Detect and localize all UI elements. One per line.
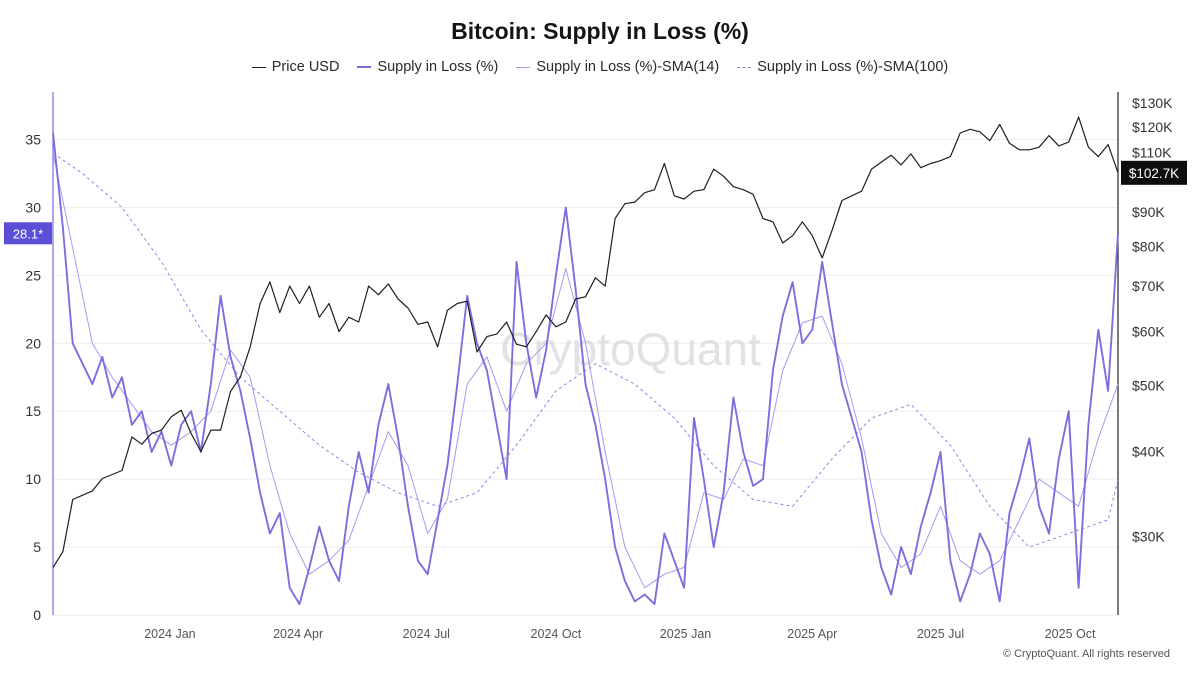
left-tick-label: 10 bbox=[25, 471, 41, 487]
series-supply-in-loss bbox=[52, 132, 1119, 606]
left-tick-label: 30 bbox=[25, 199, 41, 215]
legend-item-supply-in-loss[interactable]: Supply in Loss (%) bbox=[357, 59, 498, 75]
x-tick-label: 2024 Oct bbox=[531, 627, 582, 641]
left-tick-label: 25 bbox=[25, 267, 41, 283]
badge-layer: 28.1* $102.7K bbox=[4, 160, 1187, 245]
legend-label: Supply in Loss (%)-SMA(100) bbox=[757, 59, 949, 75]
series-sma14 bbox=[52, 152, 1119, 589]
watermark-text: CryptoQuant bbox=[500, 323, 761, 375]
legend-label: Supply in Loss (%) bbox=[377, 59, 499, 75]
watermark-layer: CryptoQuant bbox=[500, 323, 761, 375]
left-tick-label: 20 bbox=[25, 335, 41, 351]
right-tick-label: $40K bbox=[1132, 443, 1165, 459]
right-tick-label: $30K bbox=[1132, 528, 1165, 544]
right-tick-label: $60K bbox=[1132, 324, 1165, 340]
last-value-label-supply: 28.1* bbox=[13, 226, 43, 241]
last-value-label-price: $102.7K bbox=[1129, 166, 1179, 181]
x-tick-label: 2024 Apr bbox=[273, 627, 323, 641]
x-tick-label: 2025 Jan bbox=[660, 627, 711, 641]
right-tick-label: $110K bbox=[1132, 145, 1172, 161]
legend-label: Supply in Loss (%)-SMA(14) bbox=[536, 59, 720, 75]
legend-item-sma100[interactable]: Supply in Loss (%)-SMA(100) bbox=[737, 59, 948, 75]
legend-swatch bbox=[516, 66, 531, 68]
left-tick-label: 15 bbox=[25, 403, 41, 419]
series-layer bbox=[52, 116, 1119, 606]
left-tick-label: 5 bbox=[33, 539, 41, 555]
chart-title: Bitcoin: Supply in Loss (%) bbox=[451, 18, 749, 44]
right-tick-label: $90K bbox=[1132, 204, 1165, 220]
right-tick-label: $80K bbox=[1132, 239, 1165, 255]
right-tick-label: $70K bbox=[1132, 278, 1165, 294]
x-tick-label: 2024 Jan bbox=[144, 627, 195, 641]
right-tick-label: $120K bbox=[1132, 119, 1173, 135]
x-tick-label: 2024 Jul bbox=[403, 627, 450, 641]
right-tick-label: $50K bbox=[1132, 378, 1165, 394]
x-tick-label: 2025 Oct bbox=[1045, 627, 1096, 641]
left-tick-label: 35 bbox=[25, 132, 41, 148]
copyright-notice: © CryptoQuant. All rights reserved bbox=[1002, 648, 1170, 660]
right-tick-label: $130K bbox=[1132, 95, 1173, 111]
grid-layer bbox=[53, 139, 1118, 616]
legend-swatch bbox=[251, 66, 266, 68]
axes-layer: 0 5 10 15 20 25 30 35 $30K $40K $50K $60K $70K $80K $9… bbox=[25, 92, 1173, 641]
last-value-badge-price bbox=[1121, 160, 1187, 185]
x-tick-label: 2025 Jul bbox=[917, 627, 964, 641]
legend-swatch bbox=[737, 66, 752, 68]
series-price-usd bbox=[52, 116, 1119, 568]
legend-label: Price USD bbox=[271, 59, 340, 75]
legend-item-sma14[interactable]: Supply in Loss (%)-SMA(14) bbox=[516, 59, 719, 75]
series-sma100 bbox=[52, 152, 1119, 548]
legend: Price USD Supply in Loss (%) Supply in Los… bbox=[0, 59, 1200, 75]
legend-item-price-usd[interactable]: Price USD bbox=[251, 59, 340, 75]
x-tick-label: 2025 Apr bbox=[787, 627, 837, 641]
left-tick-label: 0 bbox=[33, 607, 41, 623]
last-value-badge-supply bbox=[4, 222, 52, 245]
legend-swatch bbox=[357, 66, 372, 68]
